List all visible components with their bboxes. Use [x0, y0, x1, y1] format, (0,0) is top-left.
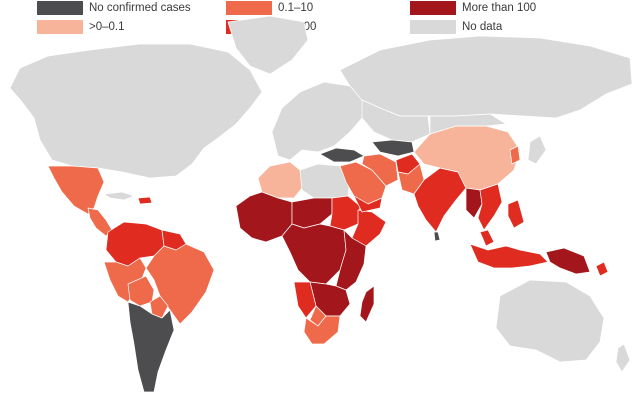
legend-label: More than 100: [462, 2, 537, 14]
legend-label: No confirmed cases: [89, 2, 191, 14]
region-iran: [361, 153, 399, 187]
region-madagascar: [359, 285, 375, 323]
region-peru: [103, 257, 147, 303]
region-north-america: [9, 43, 263, 179]
region-central-africa: [281, 223, 347, 285]
region-sudan: [329, 195, 361, 231]
legend-swatch: [37, 1, 83, 15]
region-new-zealand: [615, 343, 631, 373]
region-myanmar: [465, 187, 483, 219]
legend-label: >0–0.1: [89, 21, 125, 33]
region-malaysia: [479, 229, 495, 247]
region-hispaniola: [137, 196, 153, 205]
legend-swatch: [410, 1, 456, 15]
region-australia: [495, 279, 605, 363]
region-cuba: [103, 191, 135, 201]
region-solomon-vanuatu: [595, 261, 609, 277]
region-papua: [545, 247, 591, 275]
region-brazil: [145, 243, 215, 325]
legend-swatch: [410, 20, 456, 34]
region-horn-of-africa: [351, 209, 387, 247]
region-mongolia: [429, 113, 507, 135]
region-india: [413, 167, 467, 233]
region-yemen: [353, 195, 383, 213]
legend-swatch: [226, 1, 272, 15]
legend-item-no-data: No data: [410, 19, 502, 35]
region-paraguay: [149, 295, 169, 319]
region-sahel: [291, 197, 333, 229]
region-sri-lanka: [433, 231, 441, 242]
region-namibia: [293, 281, 317, 319]
region-philippines: [507, 199, 525, 229]
region-russia: [339, 35, 633, 119]
region-southeast-asia: [477, 183, 503, 231]
legend-label: 0.1–10: [278, 2, 314, 14]
legend-item-low: 0.1–10: [226, 0, 313, 16]
region-europe: [271, 81, 365, 161]
legend-item-high: More than 100: [410, 0, 536, 16]
legend-swatch: [37, 20, 83, 34]
region-korea: [509, 145, 521, 165]
region-greenland: [227, 15, 309, 75]
region-turkey-caucasus: [319, 147, 365, 163]
region-algeria: [257, 161, 303, 199]
legend-item-lowest: >0–0.1: [37, 19, 125, 35]
region-indonesia: [469, 243, 549, 269]
region-japan: [527, 135, 547, 165]
region-east-africa: [335, 229, 367, 291]
legend-item-no-confirmed-cases: No confirmed cases: [37, 0, 191, 16]
region-tajikistan-region: [371, 139, 415, 157]
region-central-asia: [361, 99, 431, 143]
region-south-africa: [303, 315, 341, 345]
legend-label: No data: [462, 21, 503, 33]
region-argentina-chile: [127, 301, 175, 393]
region-mexico: [47, 165, 105, 215]
